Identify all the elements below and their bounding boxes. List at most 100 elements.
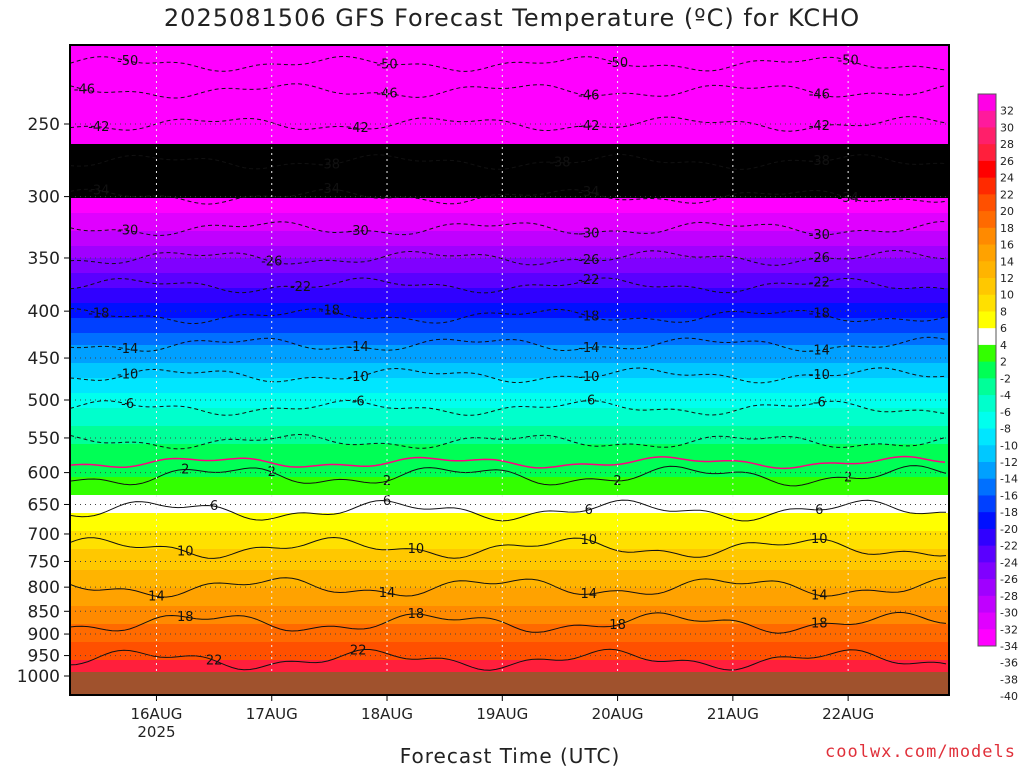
temperature-band: [70, 225, 949, 229]
temperature-band: [70, 330, 949, 334]
contour-label: -38: [549, 156, 570, 171]
temperature-band: [70, 69, 949, 73]
temperature-band: [70, 111, 949, 115]
temperature-band: [70, 399, 949, 403]
contour-label: 22: [350, 643, 367, 658]
colorbar-label: -24: [1000, 556, 1018, 569]
temperature-band: [70, 471, 949, 475]
temperature-band: [70, 93, 949, 97]
y-tick-label: 650: [28, 495, 60, 515]
colorbar-label: -36: [1000, 657, 1018, 670]
temperature-band: [70, 318, 949, 322]
contour-line: [70, 83, 947, 99]
temperature-band: [70, 162, 949, 166]
contour-label: -14: [578, 341, 599, 356]
temperature-band: [70, 375, 949, 379]
contour-label: -10: [348, 370, 369, 385]
temperature-band: [70, 135, 949, 139]
temperature-band: [70, 306, 949, 310]
contour-label: -46: [74, 83, 95, 98]
temperature-band: [70, 96, 949, 100]
contour-label: -10: [578, 370, 599, 385]
contour-label: -42: [809, 119, 830, 134]
temperature-band: [70, 507, 949, 511]
contour-line: [70, 399, 947, 416]
contour-label: 18: [811, 617, 828, 632]
temperature-band: [70, 315, 949, 319]
temperature-band: [70, 411, 949, 415]
contour-label: -6: [582, 394, 595, 409]
y-tick-label: 350: [28, 249, 60, 269]
temperature-band: [70, 231, 949, 235]
temperature-band: [70, 45, 949, 49]
contour-line: [70, 577, 947, 598]
y-tick-label: 300: [28, 188, 60, 208]
temperature-band: [70, 642, 949, 646]
contour-line: [70, 611, 947, 634]
contour-label: -30: [809, 228, 830, 243]
contour-label: -26: [809, 251, 830, 266]
colorbar-label: 8: [1000, 305, 1007, 318]
temperature-band: [70, 408, 949, 412]
temperature-band: [70, 165, 949, 169]
temperature-band: [70, 519, 949, 523]
contour-label: -46: [578, 88, 599, 103]
colorbar-label: -22: [1000, 540, 1018, 553]
temperature-band: [70, 297, 949, 301]
contour-label: -18: [809, 306, 830, 321]
temperature-band: [70, 483, 949, 487]
temperature-band: [70, 198, 949, 202]
temperature-band: [70, 504, 949, 508]
colorbar-swatch: [978, 94, 996, 112]
temperature-band: [70, 510, 949, 514]
temperature-band: [70, 234, 949, 238]
temperature-band: [70, 627, 949, 631]
colorbar-swatch: [978, 428, 996, 446]
contour-label: 10: [811, 532, 828, 547]
temperature-band: [70, 423, 949, 427]
contour-label: 2: [383, 474, 391, 489]
temperature-band: [70, 459, 949, 463]
contour-label: -30: [117, 224, 138, 239]
colorbar-label: -38: [1000, 673, 1018, 686]
temperature-band: [70, 342, 949, 346]
colorbar-swatch: [978, 462, 996, 480]
x-tick-label: 22AUG: [822, 705, 874, 723]
temperature-band: [70, 192, 949, 196]
y-tick-label: 1000: [17, 667, 60, 687]
contour-label: -22: [809, 276, 830, 291]
y-tick-label: 400: [28, 302, 60, 322]
temperature-band: [70, 477, 949, 481]
contour-label: -50: [117, 54, 138, 69]
colorbar-swatch: [978, 278, 996, 296]
temperature-band: [70, 84, 949, 88]
temperature-band: [70, 525, 949, 529]
temperature-band: [70, 321, 949, 325]
contour-label: -18: [578, 309, 599, 324]
colorbar-swatch: [978, 127, 996, 145]
colorbar-swatch: [978, 595, 996, 614]
colorbar-label: 28: [1000, 138, 1014, 151]
colorbar-label: -26: [1000, 573, 1018, 586]
chart-title: 2025081506 GFS Forecast Temperature (ºC)…: [163, 4, 861, 32]
contour-line: [70, 249, 947, 266]
temperature-band: [70, 582, 949, 586]
temperature-band: [70, 288, 949, 292]
colorbar-label: 26: [1000, 155, 1014, 168]
temperature-band: [70, 546, 949, 550]
contour-label: -18: [88, 306, 109, 321]
colorbar-swatch: [978, 294, 996, 312]
temperature-band: [70, 495, 949, 499]
contour-label: -42: [578, 119, 599, 134]
temperature-band: [70, 216, 949, 220]
temperature-band: [70, 489, 949, 493]
temperature-band: [70, 156, 949, 160]
temperature-band: [70, 336, 949, 340]
temperature-band: [70, 636, 949, 640]
contour-line: [70, 277, 947, 294]
temperature-band: [70, 453, 949, 457]
colorbar-label: -20: [1000, 523, 1018, 536]
temperature-band: [70, 312, 949, 316]
colorbar-label: -32: [1000, 623, 1018, 636]
temperature-band: [70, 639, 949, 643]
